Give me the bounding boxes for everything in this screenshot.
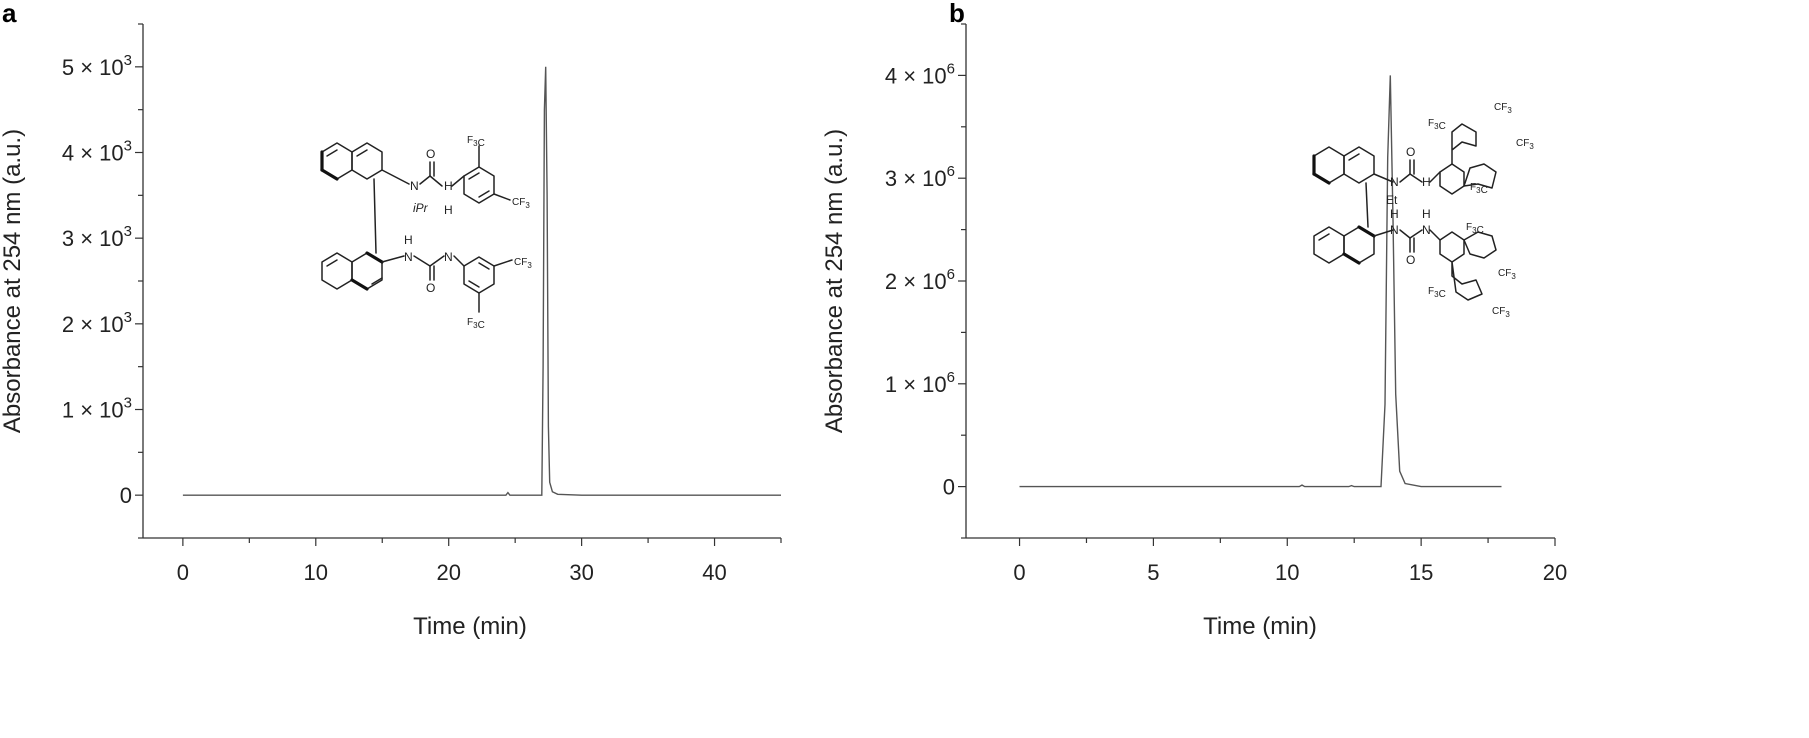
mol-b-label-h1: H <box>1422 175 1431 189</box>
chart-b: 0 5 10 15 20 0 1 × 106 2 × 106 3 × 106 4 × 106 Tim… <box>821 23 1567 640</box>
mol-b-label-cf3-3: CF3 <box>1498 268 1516 281</box>
x-tick-label: 30 <box>569 560 593 585</box>
mol-a-label-h2: H <box>444 203 453 217</box>
x-axis-title: Time (min) <box>1203 613 1317 640</box>
molecule-structure-a: F3C CF3 N H O iPr H H N N O CF3 F3C <box>320 135 532 331</box>
y-tick-label: 3 × 106 <box>885 163 955 191</box>
mol-b-label-o1: O <box>1406 145 1415 159</box>
mol-a-label-f3c-top: F3C <box>467 135 485 149</box>
y-tick-label: 0 <box>943 475 955 500</box>
x-tick-label: 0 <box>177 560 189 585</box>
y-tick-label: 2 × 103 <box>62 309 132 337</box>
x-tick-label: 20 <box>1543 560 1567 585</box>
mol-a-label-f3c-bottom: F3C <box>467 317 485 331</box>
chromatogram-trace <box>182 66 781 496</box>
mol-a-label-h3: H <box>404 233 413 247</box>
mol-b-label-n1: N <box>1390 175 1399 189</box>
mol-b-label-f3c-3: F3C <box>1466 222 1484 236</box>
panel-label-b: b <box>949 0 965 28</box>
mol-a-label-cf3-bottom: CF3 <box>514 257 532 270</box>
x-tick-label: 20 <box>436 560 460 585</box>
y-tick-label: 2 × 106 <box>885 266 955 294</box>
mol-a-label-o1: O <box>426 147 435 161</box>
mol-a-label-ipr: iPr <box>413 201 429 215</box>
chart-a: 0 10 20 30 40 0 1 × 103 2 × 103 3 × 103 4 × 103 5 … <box>0 23 782 640</box>
x-tick-label: 40 <box>702 560 726 585</box>
x-tick-label: 10 <box>1275 560 1299 585</box>
x-axis-title: Time (min) <box>413 613 527 640</box>
x-tick-label: 5 <box>1147 560 1159 585</box>
mol-b-label-h3: H <box>1422 207 1431 221</box>
chromatogram-trace <box>1019 75 1502 488</box>
panel-label-a: a <box>2 0 17 28</box>
y-tick-label: 1 × 106 <box>885 369 955 397</box>
mol-b-label-n3: N <box>1422 223 1431 237</box>
x-tick-label: 15 <box>1409 560 1433 585</box>
y-tick-label: 4 × 106 <box>885 60 955 88</box>
mol-b-label-cf3-4: CF3 <box>1492 306 1510 319</box>
mol-b-label-et: Et <box>1386 193 1398 207</box>
y-tick-label: 4 × 103 <box>62 138 132 166</box>
y-axis-title: Absorbance at 254 nm (a.u.) <box>821 129 848 433</box>
mol-b-label-f3c-2: F3C <box>1470 182 1488 196</box>
y-tick-label: 5 × 103 <box>62 52 132 80</box>
mol-a-label-n2: N <box>404 250 413 264</box>
molecule-structure-b: F3C CF3 CF3 F3C N H O Et H H N N O F3C C… <box>1312 102 1534 319</box>
x-tick-label: 0 <box>1013 560 1025 585</box>
mol-a-label-n1: N <box>410 179 419 193</box>
mol-b-label-n2: N <box>1390 223 1399 237</box>
mol-b-label-f3c-4: F3C <box>1428 286 1446 300</box>
mol-a-label-h1: H <box>444 179 453 193</box>
mol-a-label-o2: O <box>426 281 435 295</box>
y-axis-title: Absorbance at 254 nm (a.u.) <box>0 129 26 433</box>
y-tick-label: 1 × 103 <box>62 395 132 423</box>
mol-a-label-cf3-top: CF3 <box>512 197 530 210</box>
y-tick-label: 0 <box>120 483 132 508</box>
x-tick-label: 10 <box>304 560 328 585</box>
mol-b-label-f3c-1: F3C <box>1428 118 1446 132</box>
mol-b-label-h2: H <box>1390 207 1399 221</box>
mol-b-label-o2: O <box>1406 253 1415 267</box>
mol-b-label-cf3-1: CF3 <box>1494 102 1512 115</box>
mol-a-label-n3: N <box>444 250 453 264</box>
y-tick-label: 3 × 103 <box>62 223 132 251</box>
mol-b-label-cf3-2: CF3 <box>1516 138 1534 151</box>
